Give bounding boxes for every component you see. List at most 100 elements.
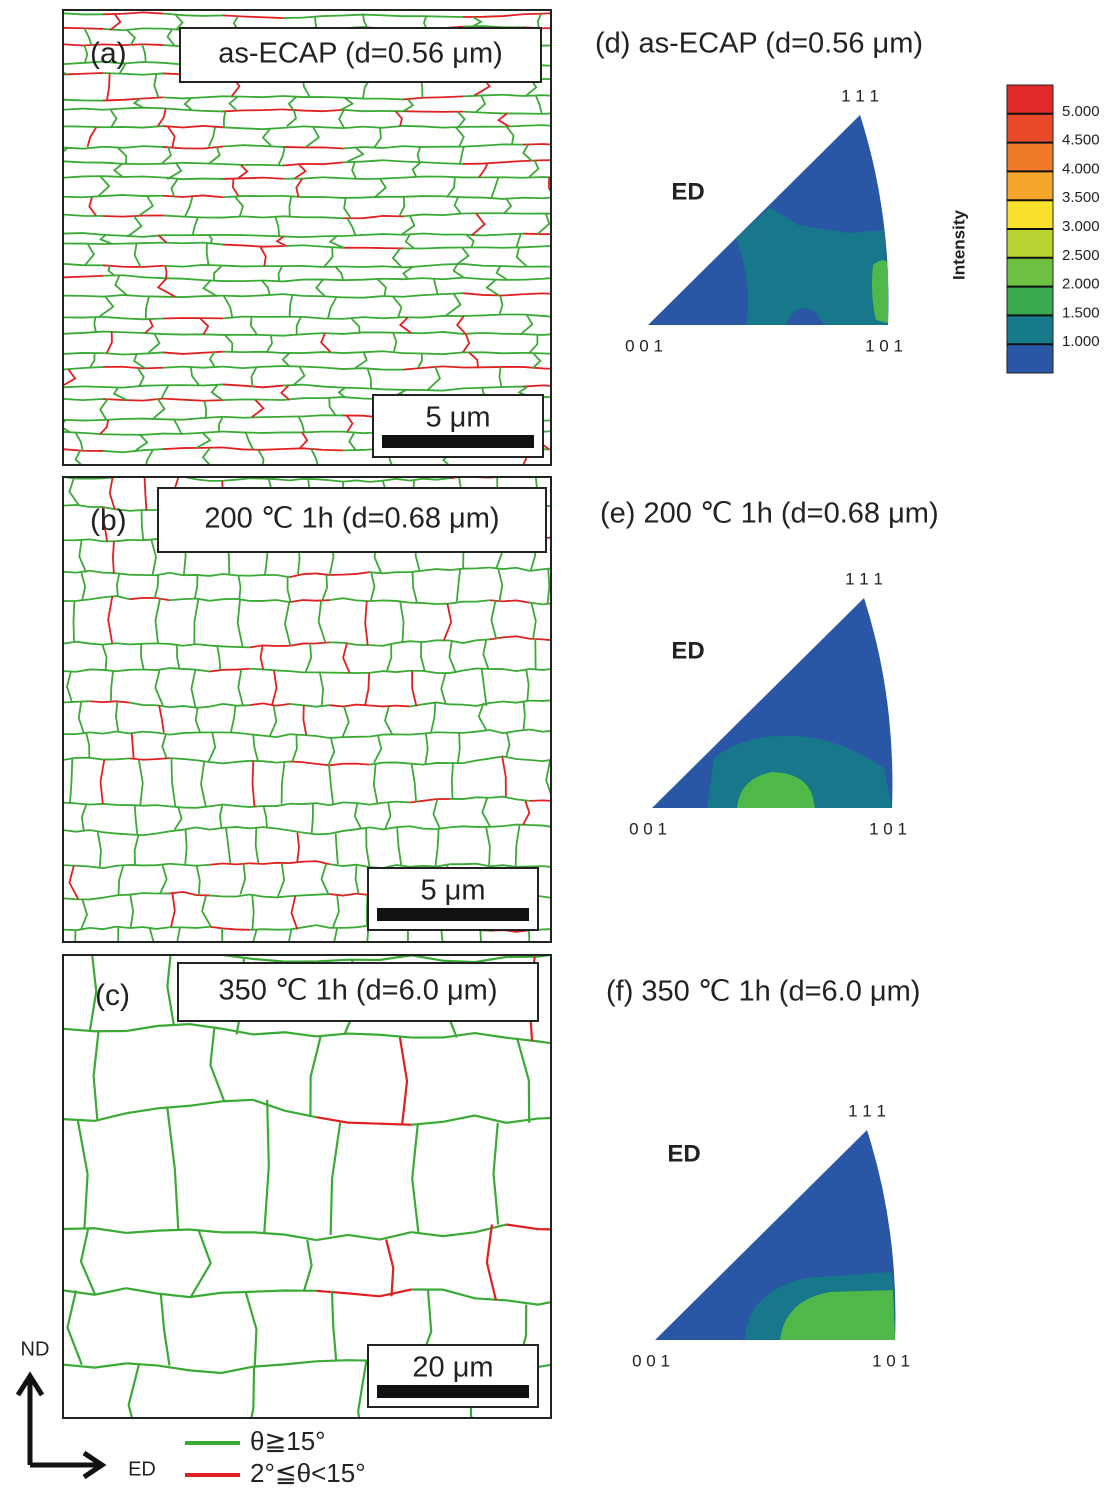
grain-boundary [505, 732, 511, 757]
grain-boundary [329, 571, 370, 576]
grain-boundary [63, 366, 104, 371]
grain-boundary [522, 277, 551, 281]
grain-boundary [409, 825, 450, 831]
colorbar-segment [1007, 229, 1053, 258]
grain-boundary [63, 419, 71, 433]
grain-boundary [537, 13, 542, 29]
grain-boundary [63, 756, 90, 761]
grain-boundary [536, 213, 551, 235]
grain-boundary [463, 468, 523, 469]
grain-boundary [318, 672, 325, 707]
grain-boundary [129, 757, 170, 761]
grain-boundary [161, 146, 172, 165]
grain-boundary [462, 333, 471, 353]
grain-boundary [365, 827, 371, 868]
grain-boundary [506, 1036, 551, 1045]
grain-boundary [342, 96, 404, 101]
grain-boundary [320, 332, 332, 353]
grain-boundary [222, 333, 284, 337]
grain-boundary [329, 762, 370, 767]
grain-boundary [402, 331, 464, 335]
grain-boundary [293, 163, 307, 180]
grain-boundary [112, 163, 124, 178]
grain-boundary [282, 244, 344, 249]
grain-boundary [231, 178, 240, 197]
title-box [179, 27, 542, 83]
grain-boundary [184, 829, 188, 865]
grain-boundary [80, 804, 88, 831]
grain-boundary [342, 145, 404, 150]
grain-boundary [490, 600, 498, 640]
grain-boundary [143, 477, 148, 511]
grain-boundary [216, 646, 222, 670]
grain-boundary [166, 1108, 180, 1231]
grain-boundary [369, 733, 410, 738]
grain-boundary [129, 830, 170, 837]
grain-boundary [88, 955, 98, 1032]
grain-boundary [92, 1031, 100, 1121]
grain-boundary [293, 366, 306, 386]
grain-boundary [277, 265, 283, 282]
grain-boundary [342, 386, 404, 391]
grain-boundary [449, 757, 490, 765]
grain-boundary [160, 384, 170, 400]
grain-boundary [351, 318, 361, 335]
grain-boundary [410, 763, 418, 803]
grain-boundary [323, 246, 334, 268]
grain-boundary [411, 572, 418, 603]
grain-boundary [471, 16, 483, 28]
grain-boundary [522, 144, 533, 162]
grain-boundary [63, 330, 104, 335]
grain-boundary [99, 759, 106, 804]
grain-boundary [299, 431, 309, 449]
grain-boundary [546, 569, 551, 605]
grain-boundary [101, 507, 109, 542]
grain-boundary [455, 568, 462, 602]
grain-boundary [126, 1362, 222, 1375]
grain-boundary [449, 566, 490, 571]
grain-boundary [222, 144, 284, 148]
grain-boundary [462, 276, 524, 281]
grain-boundary [209, 477, 250, 482]
grain-boundary [169, 705, 210, 709]
grain-boundary [474, 95, 487, 114]
grain-boundary [485, 826, 491, 867]
grain-boundary [191, 217, 199, 236]
grain-boundary [342, 214, 404, 220]
grain-boundary [166, 125, 176, 148]
grain-boundary [334, 265, 345, 281]
grain-boundary [89, 829, 130, 836]
grain-boundary [153, 575, 160, 599]
grain-boundary [222, 415, 284, 419]
grain-boundary [280, 384, 291, 401]
grain-boundary [107, 265, 116, 277]
grain-boundary [254, 828, 260, 864]
grain-boundary [89, 595, 130, 601]
map-border [62, 476, 552, 943]
grain-boundary [309, 447, 319, 465]
grain-boundary [384, 706, 394, 735]
grain-boundary [237, 164, 249, 180]
grain-boundary [63, 397, 104, 402]
grain-boundary [63, 262, 104, 267]
grain-boundary [144, 296, 151, 320]
grain-boundary [403, 468, 463, 471]
grain-boundary [80, 572, 87, 602]
grain-boundary [201, 895, 212, 928]
grain-boundary [209, 893, 250, 898]
grain-boundary [102, 264, 164, 268]
scale-bar [377, 908, 529, 921]
panel-title: as-ECAP (d=0.56 μm) [218, 38, 503, 70]
grain-boundary [366, 367, 373, 389]
ipf-contour [736, 207, 888, 325]
grain-boundary [462, 331, 524, 336]
grain-boundary [63, 668, 90, 673]
colorbar-tick: 1.500 [1062, 304, 1100, 321]
grain-boundary [237, 669, 244, 706]
grain-boundary [207, 127, 216, 147]
grain-boundary [102, 365, 164, 370]
grain-boundary [126, 1446, 221, 1448]
grain-boundary [102, 27, 164, 32]
grain-boundary [126, 1287, 222, 1299]
grain-boundary [129, 701, 170, 709]
